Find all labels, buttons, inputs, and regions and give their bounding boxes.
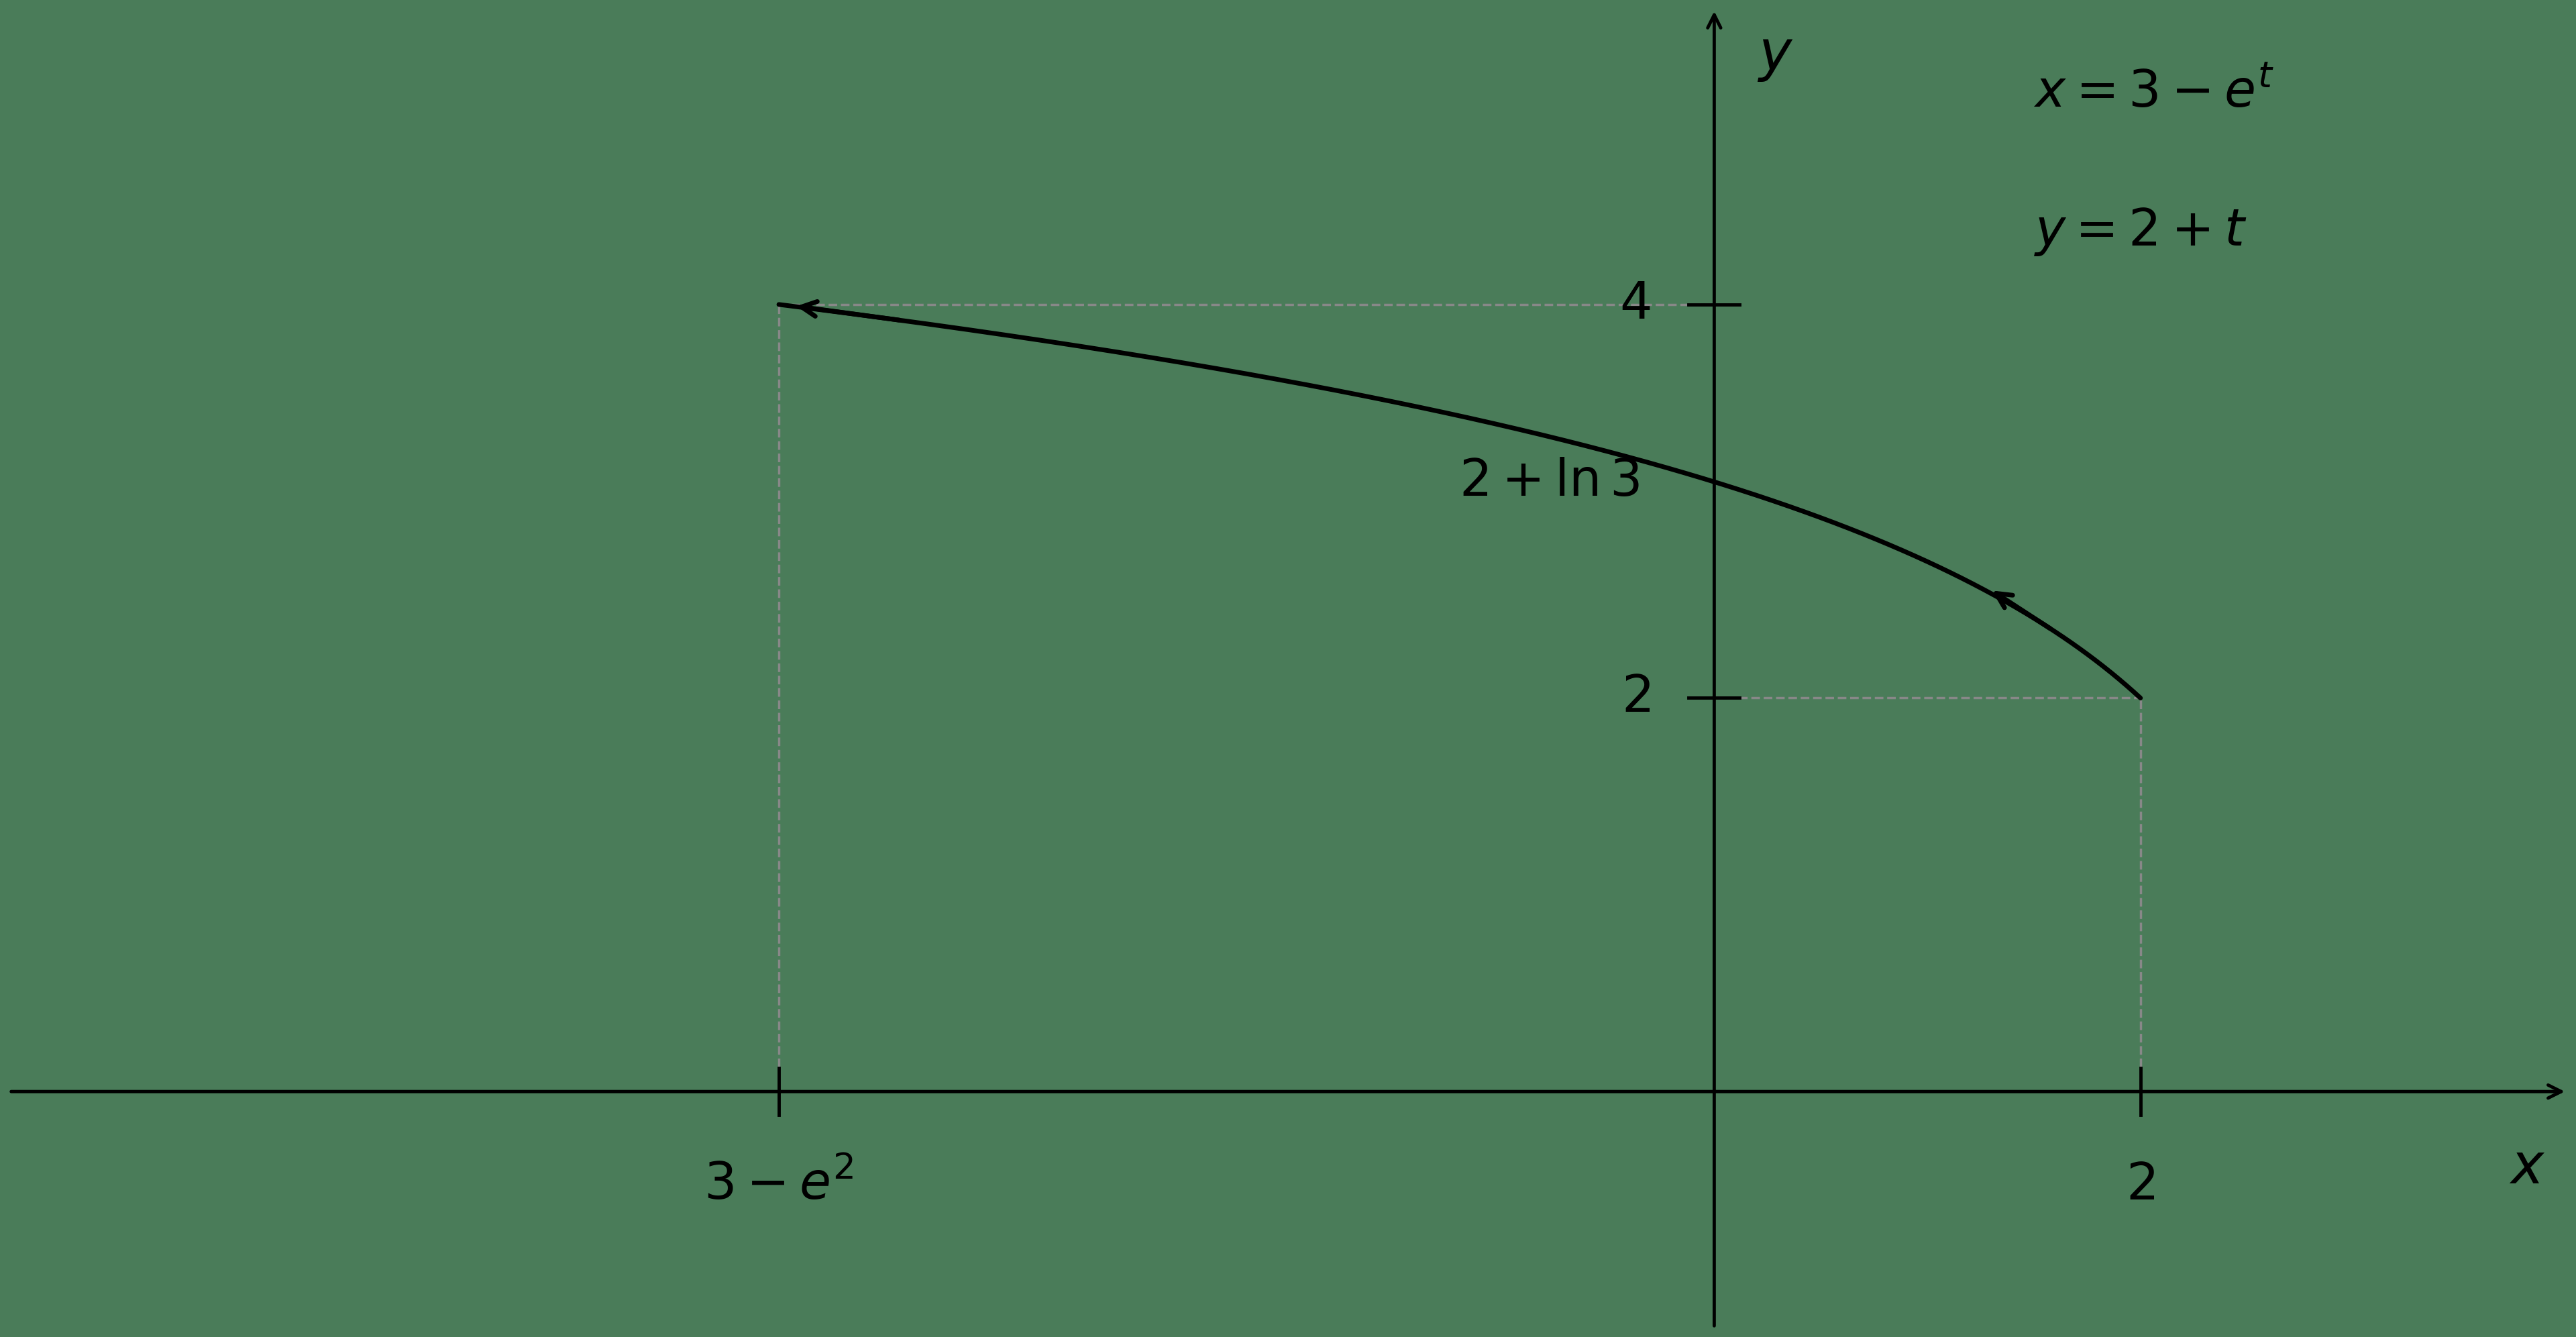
Text: $x = 3 - e^{t}$: $x = 3 - e^{t}$ bbox=[2035, 68, 2275, 118]
Text: $x$: $x$ bbox=[2509, 1140, 2545, 1195]
Text: $2+\ln 3$: $2+\ln 3$ bbox=[1458, 457, 1641, 507]
Text: $y = 2 + t$: $y = 2 + t$ bbox=[2035, 206, 2246, 258]
Text: $2$: $2$ bbox=[1620, 674, 1651, 723]
Text: $4$: $4$ bbox=[1620, 279, 1651, 329]
Text: $y$: $y$ bbox=[1757, 29, 1793, 83]
Text: $3-e^2$: $3-e^2$ bbox=[703, 1161, 853, 1210]
Text: $2$: $2$ bbox=[2125, 1161, 2156, 1210]
